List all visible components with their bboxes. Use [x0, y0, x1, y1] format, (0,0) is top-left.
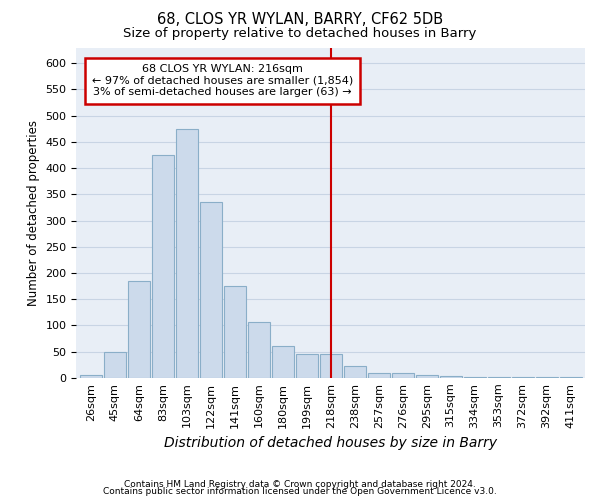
Bar — [320, 354, 342, 378]
Bar — [392, 372, 414, 378]
Bar — [464, 377, 485, 378]
Bar — [176, 129, 198, 378]
Bar — [296, 354, 318, 378]
Bar — [200, 202, 222, 378]
Text: Contains HM Land Registry data © Crown copyright and database right 2024.: Contains HM Land Registry data © Crown c… — [124, 480, 476, 489]
Bar — [224, 286, 246, 378]
Text: Contains public sector information licensed under the Open Government Licence v3: Contains public sector information licen… — [103, 487, 497, 496]
Bar — [368, 372, 390, 378]
Bar — [272, 346, 294, 378]
Bar — [440, 376, 461, 378]
Bar — [128, 281, 150, 378]
Bar — [248, 322, 270, 378]
Text: 68 CLOS YR WYLAN: 216sqm
← 97% of detached houses are smaller (1,854)
3% of semi: 68 CLOS YR WYLAN: 216sqm ← 97% of detach… — [92, 64, 353, 98]
Bar — [344, 366, 366, 378]
Text: Size of property relative to detached houses in Barry: Size of property relative to detached ho… — [124, 28, 476, 40]
Bar — [152, 155, 174, 378]
X-axis label: Distribution of detached houses by size in Barry: Distribution of detached houses by size … — [164, 436, 497, 450]
Y-axis label: Number of detached properties: Number of detached properties — [27, 120, 40, 306]
Bar — [104, 352, 126, 378]
Text: 68, CLOS YR WYLAN, BARRY, CF62 5DB: 68, CLOS YR WYLAN, BARRY, CF62 5DB — [157, 12, 443, 28]
Bar — [80, 375, 102, 378]
Bar — [416, 375, 437, 378]
